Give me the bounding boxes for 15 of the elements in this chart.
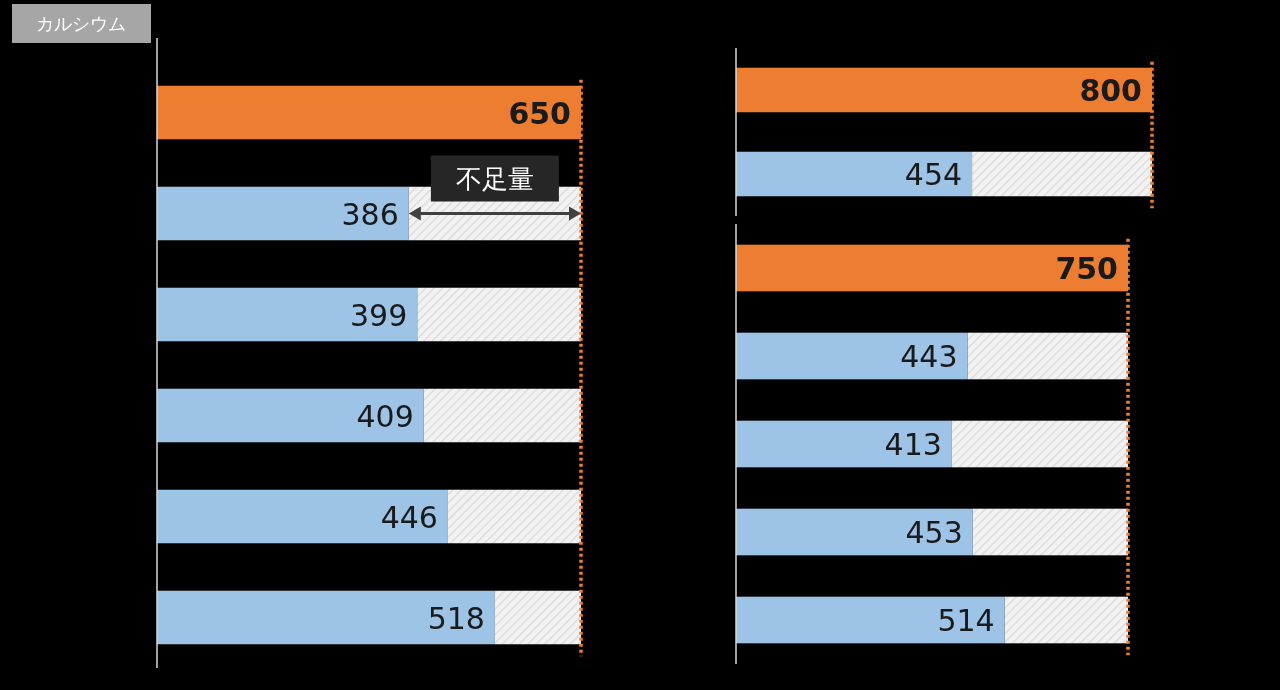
data-label: 446 [380, 499, 438, 535]
data-label: 518 [427, 600, 485, 636]
data-label: 454 [904, 157, 963, 192]
data-label: 409 [356, 398, 414, 434]
data-label: 386 [341, 196, 399, 232]
data-label: 650 [508, 95, 571, 131]
data-label: 443 [900, 339, 958, 374]
data-label: 399 [350, 297, 408, 333]
data-label: 453 [905, 515, 963, 550]
data-label: 514 [937, 603, 995, 638]
annotation: 不足量 [455, 163, 534, 194]
data-label: 750 [1055, 251, 1118, 286]
data-label: 800 [1079, 73, 1142, 108]
data-label: 413 [884, 427, 942, 462]
chart-title: カルシウム [36, 13, 126, 34]
